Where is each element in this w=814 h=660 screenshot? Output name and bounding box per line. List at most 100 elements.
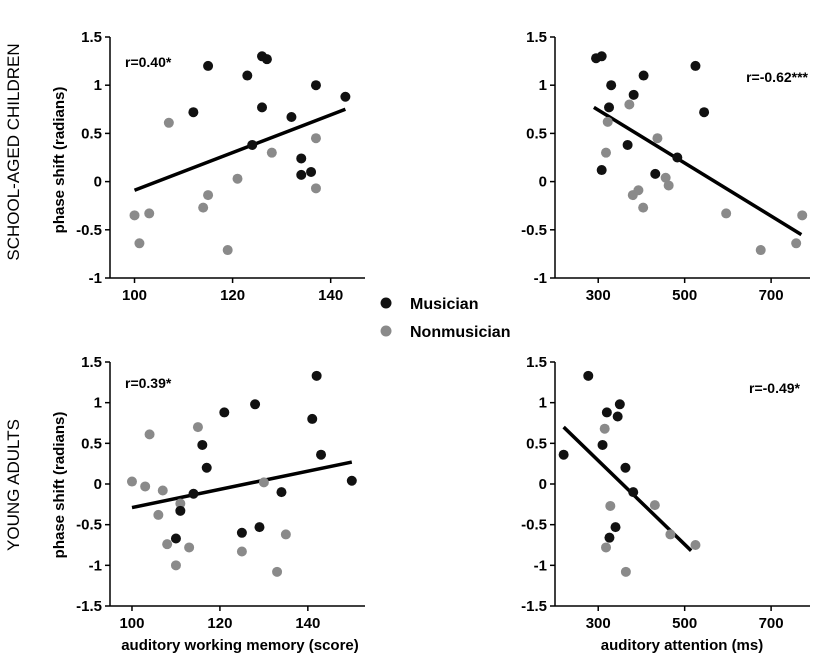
nonmusician-point xyxy=(144,429,155,440)
nonmusician-point xyxy=(601,542,611,553)
y-tick-label: -1 xyxy=(534,270,547,287)
nonmusician-point xyxy=(144,208,155,219)
musician-point xyxy=(286,112,297,123)
nonmusician-point xyxy=(690,540,701,550)
nonmusician-point xyxy=(721,208,732,219)
correlation-label: r=-0.62*** xyxy=(746,69,808,85)
panel-adults-attention: -1.5 -1 -0.5 0 0.5 1 1.5 300 500 700 r=-0.49* xyxy=(521,354,810,632)
nonmusician-point xyxy=(163,117,174,128)
nonmusician-point xyxy=(126,476,137,487)
y-tick-label: 1 xyxy=(539,77,547,94)
musician-point xyxy=(699,107,710,118)
musician-point xyxy=(604,102,615,113)
musician-point xyxy=(188,488,199,499)
x-tick-label: 500 xyxy=(672,615,697,632)
musician-point xyxy=(219,407,230,418)
nonmusician-point xyxy=(232,173,243,184)
nonmusician-point xyxy=(280,529,291,540)
y-tick-label: -1.5 xyxy=(76,598,102,615)
musician-point xyxy=(604,532,615,543)
nonmusician-point xyxy=(663,180,674,191)
y-tick-label: -1 xyxy=(89,270,102,287)
x-tick-label: 700 xyxy=(759,287,784,304)
musician-point xyxy=(296,169,307,180)
regression-line xyxy=(131,460,353,510)
y-tick-label: 1 xyxy=(94,77,102,94)
x-tick-label: 140 xyxy=(295,615,320,632)
musician-point xyxy=(201,462,212,473)
nonmusician-point xyxy=(605,500,616,511)
nonmusician-point xyxy=(310,133,321,144)
musician-point xyxy=(242,70,253,81)
nonmusician-point xyxy=(170,560,181,571)
regression-line xyxy=(133,107,347,192)
y-tick-label: -1 xyxy=(534,557,547,574)
musician-point xyxy=(340,91,351,102)
y-tick-label: -1.5 xyxy=(521,598,547,615)
correlation-label: r=-0.49* xyxy=(749,380,801,396)
y-tick-label: 1.5 xyxy=(526,29,547,46)
nonmusician-point xyxy=(649,500,660,511)
musician-point xyxy=(597,439,608,450)
y-tick-label: 0.5 xyxy=(526,435,547,452)
nonmusician-point xyxy=(162,539,173,550)
nonmusician-point xyxy=(184,542,195,553)
nonmusician-point xyxy=(665,529,676,540)
correlation-label: r=0.39* xyxy=(125,375,172,391)
nonmusician-point xyxy=(236,546,247,557)
nonmusician-point xyxy=(266,147,277,158)
y-tick-label: 1.5 xyxy=(526,354,547,371)
musician-point xyxy=(247,139,258,150)
nonmusician-point xyxy=(203,190,214,201)
musician-point xyxy=(175,505,186,516)
musician-point xyxy=(596,165,607,176)
musician-point xyxy=(311,370,322,381)
legend-marker-musician xyxy=(380,297,392,309)
legend-label-nonmusician: Nonmusician xyxy=(410,324,510,341)
nonmusician-point xyxy=(620,566,631,577)
musician-point xyxy=(606,80,617,91)
nonmusician-point xyxy=(157,485,168,496)
nonmusician-point xyxy=(222,245,233,256)
musician-point xyxy=(596,51,607,62)
nonmusician-point xyxy=(198,202,209,213)
musician-point xyxy=(601,407,612,418)
musician-point xyxy=(346,475,357,486)
y-tick-label: 0 xyxy=(94,174,102,191)
musician-point xyxy=(628,89,639,100)
musician-point xyxy=(614,399,625,410)
musician-point xyxy=(690,60,701,71)
nonmusician-point xyxy=(638,202,649,213)
musician-point xyxy=(310,80,321,91)
musician-point xyxy=(306,166,317,177)
row-label-children: SCHOOL-AGED CHILDREN xyxy=(4,43,23,260)
nonmusician-point xyxy=(652,133,663,144)
correlation-label: r=0.40* xyxy=(125,54,172,70)
y-tick-label: 0.5 xyxy=(81,125,102,142)
legend: Musician Nonmusician xyxy=(380,296,510,341)
nonmusician-point xyxy=(134,238,145,249)
x-tick-label: 140 xyxy=(318,287,343,304)
nonmusician-point xyxy=(755,245,766,256)
nonmusician-point xyxy=(601,147,611,158)
x-tick-label: 100 xyxy=(122,287,147,304)
x-tick-label: 100 xyxy=(119,615,144,632)
musician-point xyxy=(672,152,683,163)
y-tick-label: -0.5 xyxy=(76,517,102,534)
nonmusician-point xyxy=(310,183,321,194)
nonmusician-point xyxy=(633,185,644,196)
musician-point xyxy=(254,522,265,533)
musician-point xyxy=(610,522,621,533)
nonmusician-point xyxy=(140,481,151,492)
nonmusician-point xyxy=(272,566,283,577)
nonmusician-point xyxy=(660,172,671,183)
x-tick-label: 700 xyxy=(759,615,784,632)
y-tick-label: 1.5 xyxy=(81,354,102,371)
x-tick-label: 120 xyxy=(207,615,232,632)
regression-line xyxy=(592,105,803,237)
y-tick-label: 0 xyxy=(539,476,547,493)
nonmusician-point xyxy=(624,99,635,110)
x-tick-label: 300 xyxy=(586,287,611,304)
musician-point xyxy=(236,527,247,538)
y-tick-label: -1 xyxy=(89,557,102,574)
